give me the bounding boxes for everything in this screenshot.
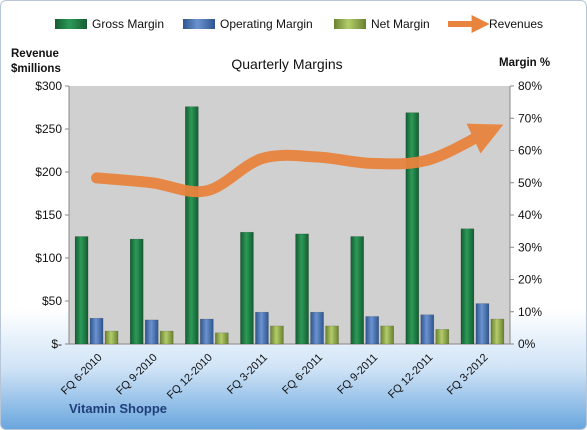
bar-net-margin	[215, 332, 229, 345]
right-tick-label: 80%	[518, 79, 542, 93]
bar-gross-margin	[460, 228, 475, 345]
left-tick-label: $250	[35, 122, 62, 136]
bar-operating-margin	[200, 318, 214, 345]
bar-operating-margin	[475, 303, 490, 345]
right-tick-label: 0%	[518, 337, 536, 351]
bar-operating-margin	[310, 311, 324, 345]
bar-gross-margin	[350, 236, 364, 345]
bar-net-margin	[159, 330, 174, 345]
bar-gross-margin	[185, 106, 199, 345]
left-tick-label: $-	[51, 337, 62, 351]
bars	[74, 106, 505, 345]
left-tick-label: $200	[35, 165, 62, 179]
x-tick-label: FQ 12-2011	[386, 352, 435, 401]
revenue-series	[91, 123, 504, 198]
x-axis: FQ 6-2010 FQ 9-2010 FQ 12-2010 FQ 3-2011 FQ …	[59, 352, 491, 402]
right-tick-label: 40%	[518, 208, 542, 222]
left-tick-label: $300	[35, 79, 62, 93]
legend-swatch-net	[334, 19, 366, 29]
bar-net-margin	[380, 325, 394, 345]
x-tick-label: FQ 9-2011	[335, 352, 380, 397]
x-tick-label: FQ 6-2011	[280, 352, 325, 397]
bar-gross-margin	[405, 112, 420, 345]
left-axis-title-line2: $millions	[11, 63, 61, 75]
revenues-line	[91, 123, 504, 198]
bar-net-margin	[490, 318, 505, 345]
legend-label-revenues: Revenues	[489, 17, 543, 31]
right-axis-title: Margin %	[499, 57, 550, 69]
bar-operating-margin	[144, 319, 159, 345]
right-tick-label: 60%	[518, 144, 542, 158]
bar-net-margin	[270, 325, 284, 345]
bar-gross-margin	[240, 231, 254, 345]
left-tick-label: $100	[35, 251, 62, 265]
left-tick-label: $50	[42, 294, 62, 308]
legend-label-gross: Gross Margin	[92, 17, 164, 31]
legend: Gross Margin Operating Margin Net Margin…	[55, 15, 543, 33]
bar-operating-margin	[420, 314, 435, 345]
bar-net-margin	[325, 325, 339, 345]
legend-swatch-operating	[183, 19, 215, 29]
right-tick-label: 30%	[518, 240, 542, 254]
left-axis: $- $50 $100 $150 $200 $250 $300	[35, 79, 70, 351]
chart-title: Quarterly Margins	[231, 56, 342, 72]
company-label: Vitamin Shoppe	[69, 401, 167, 416]
bar-operating-margin	[255, 311, 269, 345]
legend-label-net: Net Margin	[371, 17, 430, 31]
right-tick-label: 20%	[518, 273, 542, 287]
x-tick-label: FQ 3-2011	[225, 352, 270, 397]
x-tick-label: FQ 9-2010	[114, 352, 160, 398]
right-tick-label: 70%	[518, 111, 542, 125]
bar-gross-margin	[129, 238, 144, 345]
right-tick-label: 10%	[518, 305, 542, 319]
bar-net-margin	[104, 330, 119, 345]
legend-label-operating: Operating Margin	[220, 17, 313, 31]
x-tick-label: FQ 6-2010	[59, 352, 105, 398]
x-tick-label: FQ 12-2010	[165, 352, 215, 402]
left-tick-label: $150	[35, 208, 62, 222]
bar-net-margin	[435, 329, 450, 345]
right-tick-label: 50%	[518, 176, 542, 190]
left-axis-title-line1: Revenue	[11, 48, 59, 60]
x-tick-label: FQ 3-2012	[445, 352, 491, 398]
bar-gross-margin	[74, 236, 89, 345]
legend-swatch-gross	[55, 19, 87, 29]
bar-gross-margin	[295, 233, 309, 345]
bar-operating-margin	[89, 317, 104, 345]
bar-operating-margin	[365, 316, 379, 345]
